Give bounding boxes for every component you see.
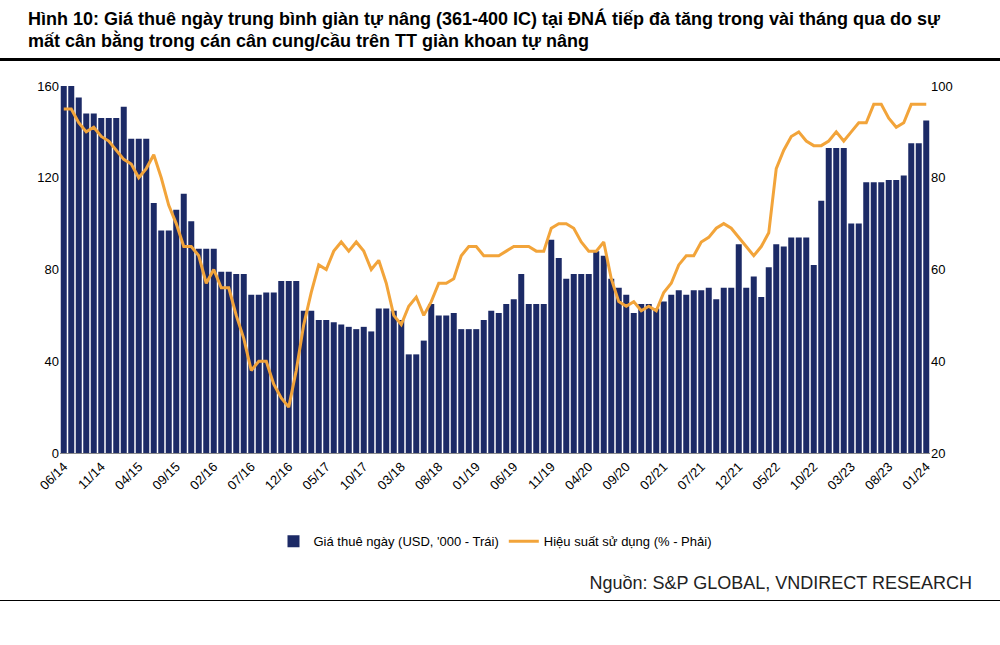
svg-text:07/21: 07/21 xyxy=(674,459,708,493)
svg-text:40: 40 xyxy=(931,354,945,369)
svg-text:160: 160 xyxy=(37,79,59,94)
svg-text:08/18: 08/18 xyxy=(412,459,446,493)
svg-text:04/20: 04/20 xyxy=(562,459,596,493)
svg-text:120: 120 xyxy=(37,170,59,185)
svg-text:09/20: 09/20 xyxy=(599,459,633,493)
svg-text:06/14: 06/14 xyxy=(37,459,71,493)
svg-text:06/19: 06/19 xyxy=(487,459,521,493)
svg-text:12/21: 12/21 xyxy=(712,459,746,493)
svg-text:0: 0 xyxy=(52,446,59,461)
svg-text:01/19: 01/19 xyxy=(449,459,483,493)
html-text:Hình 10: Giá thuê ngày trung b: Hình 10: Giá thuê ngày trung bình giàn t… xyxy=(28,9,941,51)
svg-text:10/17: 10/17 xyxy=(337,459,371,493)
svg-text:80: 80 xyxy=(931,170,945,185)
svg-text:12/16: 12/16 xyxy=(262,459,296,493)
svg-text:03/18: 03/18 xyxy=(374,459,408,493)
svg-text:09/15: 09/15 xyxy=(149,459,183,493)
html-text:Nguồn: S&P GLOBAL, VNDIRECT RE: Nguồn: S&P GLOBAL, VNDIRECT RESEARCH xyxy=(589,573,972,593)
svg-text:05/22: 05/22 xyxy=(749,459,783,493)
svg-text:10/22: 10/22 xyxy=(787,459,821,493)
svg-text:04/15: 04/15 xyxy=(112,459,146,493)
svg-text:02/16: 02/16 xyxy=(187,459,221,493)
svg-text:02/21: 02/21 xyxy=(637,459,671,493)
svg-text:11/14: 11/14 xyxy=(75,459,108,492)
svg-text:80: 80 xyxy=(45,262,59,277)
svg-text:08/23: 08/23 xyxy=(862,459,896,493)
svg-text:07/16: 07/16 xyxy=(224,459,258,493)
svg-text:05/17: 05/17 xyxy=(299,459,333,493)
svg-text:100: 100 xyxy=(931,79,953,94)
svg-text:Hiệu suất sử dụng (% - Phải): Hiệu suất sử dụng (% - Phải) xyxy=(544,534,712,549)
svg-text:40: 40 xyxy=(45,354,59,369)
svg-text:20: 20 xyxy=(931,446,945,461)
svg-text:03/23: 03/23 xyxy=(824,459,858,493)
svg-text:11/19: 11/19 xyxy=(525,459,558,492)
svg-text:60: 60 xyxy=(931,262,945,277)
svg-text:Giá thuê ngày (USD, '000 - Trá: Giá thuê ngày (USD, '000 - Trái) xyxy=(314,534,499,549)
svg-text:01/24: 01/24 xyxy=(899,459,933,493)
